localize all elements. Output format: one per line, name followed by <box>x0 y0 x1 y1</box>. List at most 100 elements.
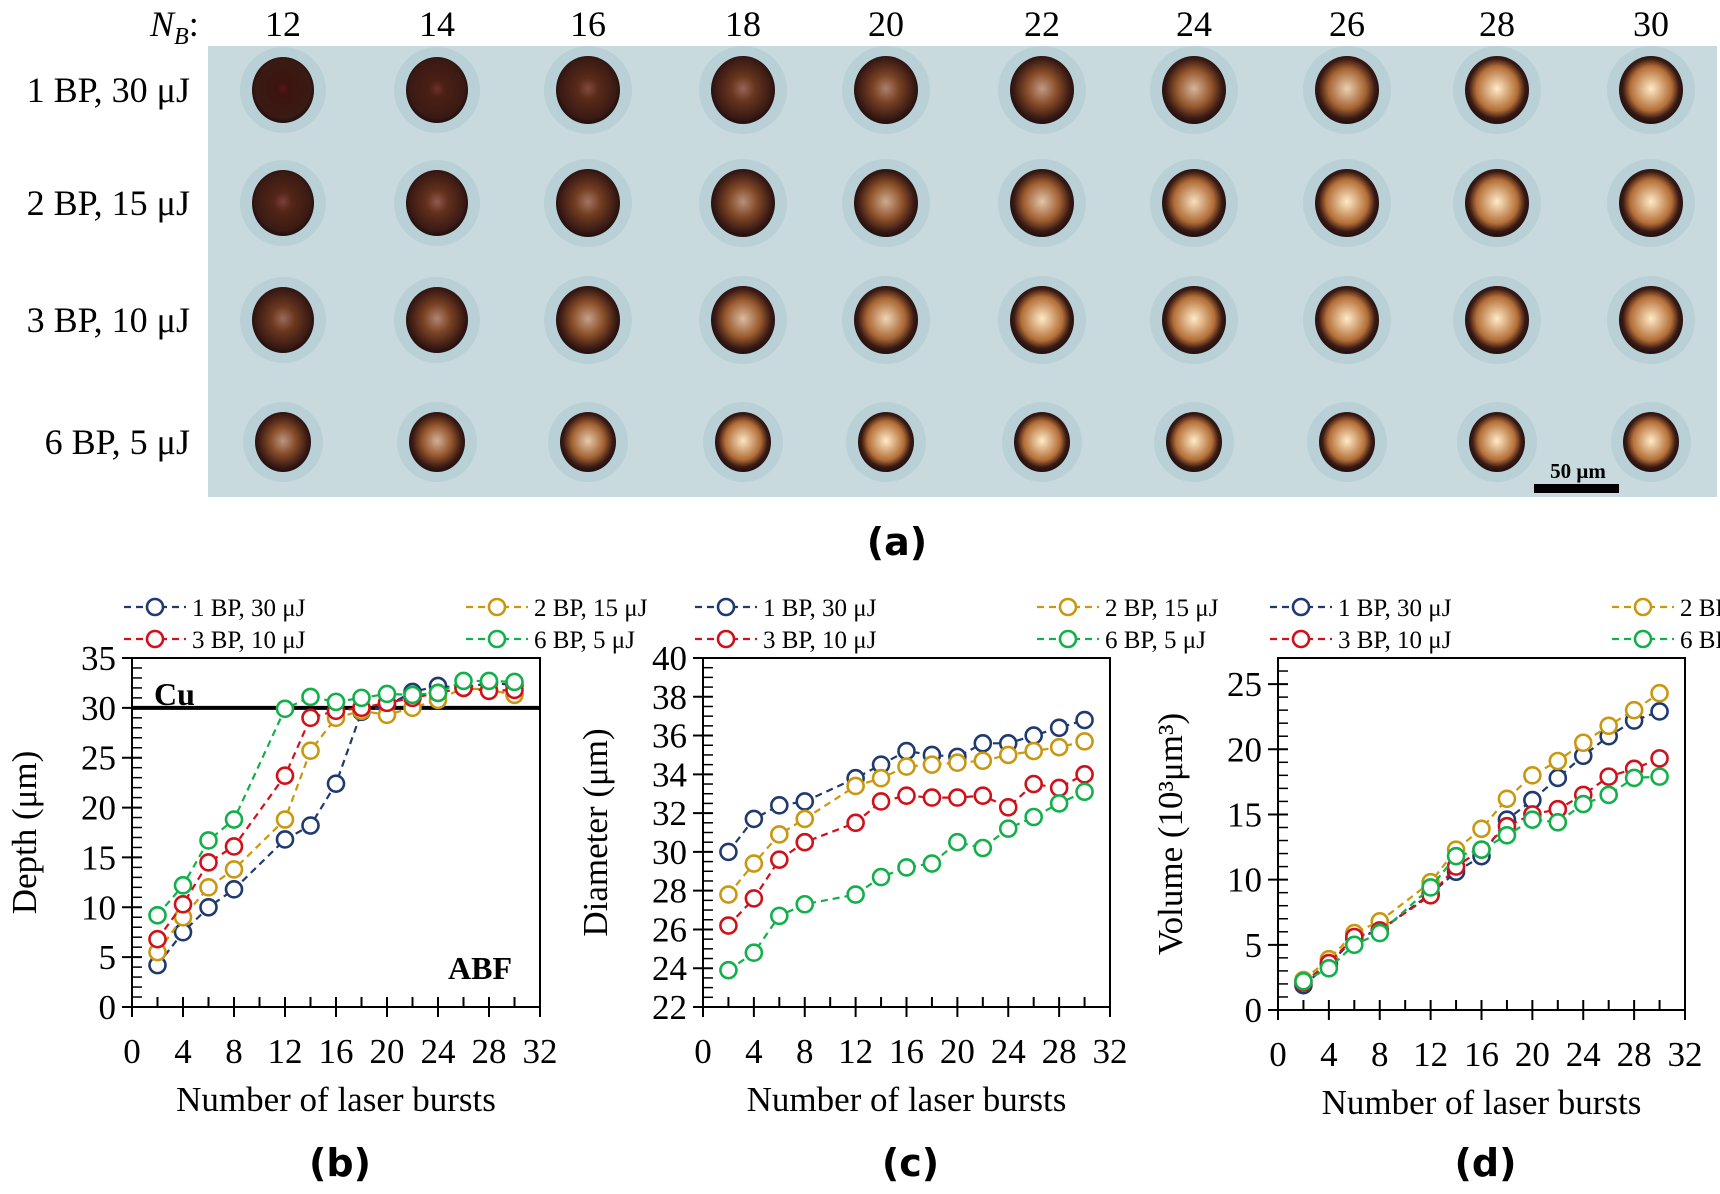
data-point <box>275 810 295 829</box>
data-point <box>403 685 422 705</box>
legend-marker <box>145 629 165 649</box>
y-tick-label: 38 <box>652 678 687 717</box>
data-point <box>1049 718 1069 738</box>
data-point <box>1548 768 1568 788</box>
y-tick-label: 35 <box>81 639 116 678</box>
via-hole <box>858 412 914 472</box>
legend-label: 1 BP, 30 μJ <box>192 595 306 622</box>
data-point <box>1650 702 1669 721</box>
data-point <box>770 825 789 844</box>
via-hole <box>1162 286 1226 354</box>
data-point <box>1024 741 1043 761</box>
x-tick-label: 0 <box>1269 1035 1287 1074</box>
data-point <box>1650 749 1669 768</box>
y-tick-label: 32 <box>652 794 687 833</box>
data-point <box>998 745 1018 765</box>
hole-grid <box>240 46 1695 482</box>
x-tick-label: 20 <box>1515 1035 1550 1074</box>
data-point <box>846 776 865 796</box>
data-point <box>275 699 295 719</box>
data-point <box>1075 782 1094 802</box>
scale-bar <box>1534 484 1619 493</box>
data-point <box>148 929 167 949</box>
scale-bar-label: 50 μm <box>1550 459 1606 483</box>
data-point <box>871 792 891 811</box>
via-hole <box>1465 286 1529 354</box>
via-hole <box>711 286 775 354</box>
data-point <box>998 819 1018 838</box>
legend-marker <box>1633 629 1653 649</box>
y-tick-label: 34 <box>652 755 687 794</box>
y-tick-label: 25 <box>81 739 116 778</box>
annotation-abf: ABF <box>448 950 512 986</box>
data-point <box>1497 789 1517 809</box>
data-point <box>922 755 942 774</box>
x-tick-label: 20 <box>370 1032 405 1071</box>
via-hole <box>715 412 771 472</box>
data-point <box>1049 778 1069 798</box>
nb-label: NB: <box>149 4 199 50</box>
annotation-cu: Cu <box>154 676 195 712</box>
legend-item: 3 BP, 10 μJ <box>124 627 306 654</box>
data-point <box>1599 716 1618 736</box>
data-point <box>744 889 764 908</box>
via-hole <box>711 169 775 237</box>
data-point <box>1650 683 1669 703</box>
data-point <box>871 768 891 788</box>
data-point <box>1024 807 1043 827</box>
data-point <box>173 876 193 895</box>
legend-item: 6 BP, 5 μJ <box>466 627 635 654</box>
column-label: 28 <box>1479 4 1515 44</box>
data-point <box>1548 751 1568 771</box>
data-point <box>897 757 916 776</box>
data-point <box>922 788 942 807</box>
data-point <box>1345 935 1364 955</box>
data-point <box>148 905 167 925</box>
data-point <box>973 786 993 805</box>
x-tick-label: 28 <box>1617 1035 1652 1074</box>
panel-label: (b) <box>309 1141 371 1185</box>
panel-label-a: (a) <box>867 520 927 564</box>
legend-marker <box>145 597 165 617</box>
x-tick-label: 12 <box>838 1032 873 1071</box>
legend-label: 3 BP, 10 μJ <box>763 627 877 654</box>
column-label: 26 <box>1329 4 1365 44</box>
y-tick-label: 24 <box>652 949 687 988</box>
data-point <box>744 809 764 829</box>
data-point <box>973 751 993 771</box>
plot-frame <box>702 657 1111 1008</box>
via-hole <box>1010 56 1074 124</box>
y-axis-label: Depth (μm) <box>5 751 44 915</box>
data-point <box>1599 767 1618 786</box>
x-tick-label: 28 <box>472 1032 507 1071</box>
series-2 <box>148 678 524 962</box>
via-hole <box>1010 169 1074 237</box>
via-hole <box>560 412 616 472</box>
row-label: 3 BP, 10 μJ <box>27 300 190 340</box>
data-point <box>326 692 346 712</box>
x-tick-label: 24 <box>421 1032 456 1071</box>
y-tick-label: 40 <box>652 639 687 678</box>
data-point <box>224 810 244 829</box>
data-point <box>1599 785 1618 805</box>
via-hole <box>406 287 468 353</box>
x-tick-label: 32 <box>1668 1035 1703 1074</box>
x-tick-label: 24 <box>991 1032 1026 1071</box>
data-point <box>846 885 865 904</box>
via-hole <box>1166 412 1222 472</box>
legend-item: 3 BP, 10 μJ <box>1270 627 1452 654</box>
x-tick-label: 4 <box>1320 1035 1338 1074</box>
column-label: 18 <box>725 4 761 44</box>
legend-item: 2 BP, 15 μJ <box>1612 595 1720 622</box>
via-hole <box>556 56 620 124</box>
legend-label: 6 BP, 5 μJ <box>534 627 635 654</box>
data-point <box>301 687 320 707</box>
series-3 <box>719 765 1094 935</box>
via-hole <box>1465 169 1529 237</box>
via-hole <box>1619 169 1683 237</box>
series-2 <box>1294 683 1669 990</box>
data-point <box>897 786 916 805</box>
legend-item: 6 BP, 5 μJ <box>1612 627 1720 654</box>
